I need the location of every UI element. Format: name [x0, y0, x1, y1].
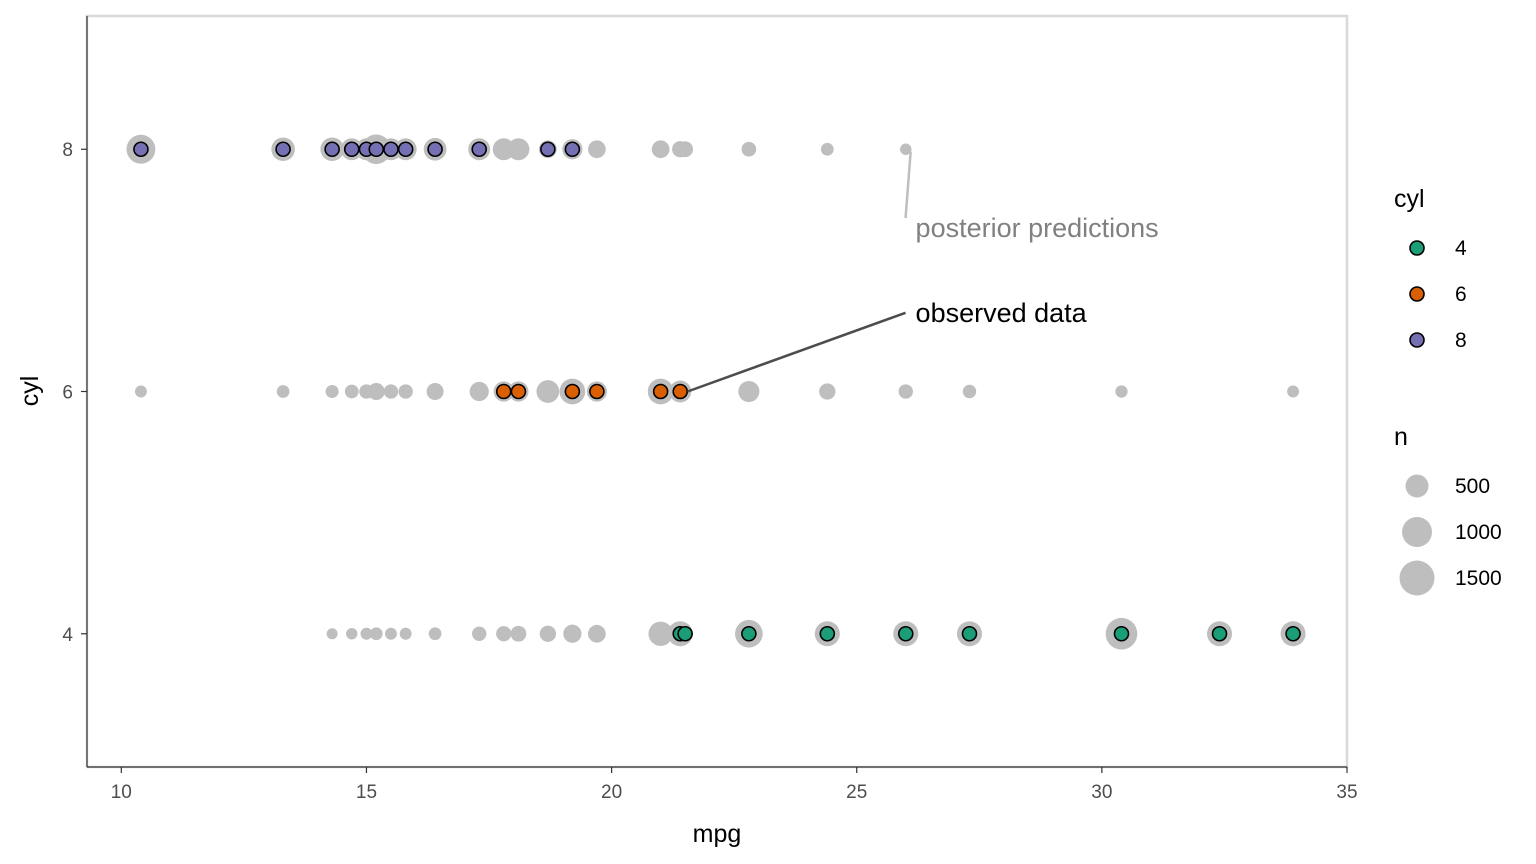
posterior-point	[134, 385, 147, 398]
observed-point-cyl-8	[564, 141, 581, 158]
observed-point-cyl-8	[368, 141, 385, 158]
legend-size-1000	[1402, 517, 1432, 547]
posterior-point	[1287, 385, 1300, 398]
posterior-point	[399, 627, 412, 640]
panel-border	[85, 14, 1349, 769]
legend-n: n 500 1000 1500	[1394, 423, 1502, 596]
y-tick-label: 6	[62, 383, 73, 404]
posterior-point	[539, 625, 557, 642]
legend-size-label-1000: 1000	[1455, 521, 1502, 544]
x-tick-label: 35	[1336, 782, 1357, 803]
posterior-point	[472, 626, 487, 641]
posterior-annotation-leader	[904, 151, 912, 219]
observed-point-cyl-8	[540, 141, 556, 158]
observed-points	[133, 141, 1301, 642]
x-tick-label: 30	[1091, 782, 1112, 803]
posterior-point	[326, 628, 338, 640]
posterior-point	[398, 384, 413, 399]
observed-point-cyl-6	[495, 383, 512, 400]
posterior-point	[898, 384, 913, 399]
legend-size-500	[1405, 474, 1429, 498]
y-tick-label: 4	[62, 625, 73, 646]
posterior-point	[648, 621, 673, 646]
x-tick-label: 15	[356, 782, 377, 803]
legend-size-1500	[1399, 560, 1435, 596]
observed-point-cyl-8	[343, 141, 360, 158]
observed-point-cyl-6	[510, 383, 527, 400]
legend-key-4	[1409, 240, 1425, 256]
observed-point-cyl-8	[133, 141, 149, 158]
posterior-point	[360, 627, 373, 640]
posterior-point	[510, 625, 527, 642]
posterior-point	[588, 624, 606, 643]
legend-key-6	[1409, 286, 1425, 302]
observed-point-cyl-4	[1285, 625, 1301, 642]
legend-label-6: 6	[1455, 283, 1467, 306]
annotations: posterior predictions observed data	[687, 151, 1159, 393]
observed-point-cyl-8	[275, 141, 291, 158]
posterior-point	[677, 141, 694, 158]
y-tick-label: 8	[62, 140, 73, 161]
posterior-point	[426, 382, 444, 401]
posterior-point	[1115, 385, 1128, 398]
legend-size-label-1500: 1500	[1455, 567, 1502, 590]
legend-size-label-500: 500	[1455, 475, 1490, 498]
posterior-point	[820, 142, 834, 156]
observed-annotation-leader	[687, 311, 906, 393]
posterior-point	[536, 380, 560, 403]
posterior-point	[276, 385, 290, 398]
x-tick-label: 25	[846, 782, 867, 803]
x-tick-label: 10	[111, 782, 132, 803]
observed-annotation-label: observed data	[916, 298, 1088, 328]
observed-point-cyl-8	[427, 141, 443, 158]
posterior-point	[588, 140, 606, 159]
x-axis: 10 15 20 25 30 35	[87, 766, 1358, 803]
observed-point-cyl-4	[741, 625, 757, 642]
posterior-point	[900, 143, 912, 155]
posterior-point	[344, 384, 359, 399]
posterior-point	[651, 140, 670, 159]
observed-point-cyl-4	[961, 625, 978, 642]
posterior-annotation-label: posterior predictions	[916, 213, 1159, 243]
observed-point-cyl-4	[897, 625, 914, 642]
observed-point-cyl-8	[471, 141, 488, 158]
observed-point-cyl-6	[652, 383, 669, 400]
observed-point-cyl-4	[1113, 625, 1130, 642]
observed-point-cyl-6	[672, 383, 689, 400]
observed-point-cyl-4	[677, 625, 693, 642]
observed-point-cyl-4	[1211, 625, 1228, 642]
posterior-point	[385, 627, 397, 640]
posterior-point	[563, 624, 582, 643]
posterior-point	[507, 138, 530, 161]
posterior-point	[741, 141, 757, 157]
posterior-point	[469, 381, 489, 402]
legend-key-8	[1409, 332, 1425, 348]
legend-label-8: 8	[1455, 329, 1467, 352]
y-axis: 4 6 8	[62, 16, 88, 767]
legend-cyl: cyl 4 6 8	[1394, 185, 1467, 352]
y-axis-title: cyl	[16, 376, 44, 407]
posterior-point	[367, 382, 385, 401]
observed-point-cyl-8	[324, 141, 340, 158]
posterior-point	[369, 627, 383, 641]
posterior-point	[428, 627, 442, 641]
legend-label-4: 4	[1455, 237, 1467, 260]
observed-point-cyl-6	[589, 383, 605, 400]
posterior-point	[383, 384, 399, 399]
posterior-point	[962, 384, 977, 399]
legend-cyl-title: cyl	[1394, 185, 1425, 213]
posterior-point	[738, 380, 760, 403]
observed-point-cyl-4	[819, 625, 836, 642]
legend-n-title: n	[1394, 423, 1408, 451]
posterior-point	[819, 383, 836, 400]
observed-point-cyl-8	[383, 141, 399, 158]
posterior-point	[325, 384, 339, 399]
posterior-point	[496, 626, 512, 642]
posterior-point	[346, 628, 358, 640]
x-axis-title: mpg	[693, 820, 742, 848]
observed-point-cyl-6	[564, 383, 581, 400]
observed-point-cyl-8	[397, 141, 414, 158]
x-tick-label: 20	[601, 782, 622, 803]
